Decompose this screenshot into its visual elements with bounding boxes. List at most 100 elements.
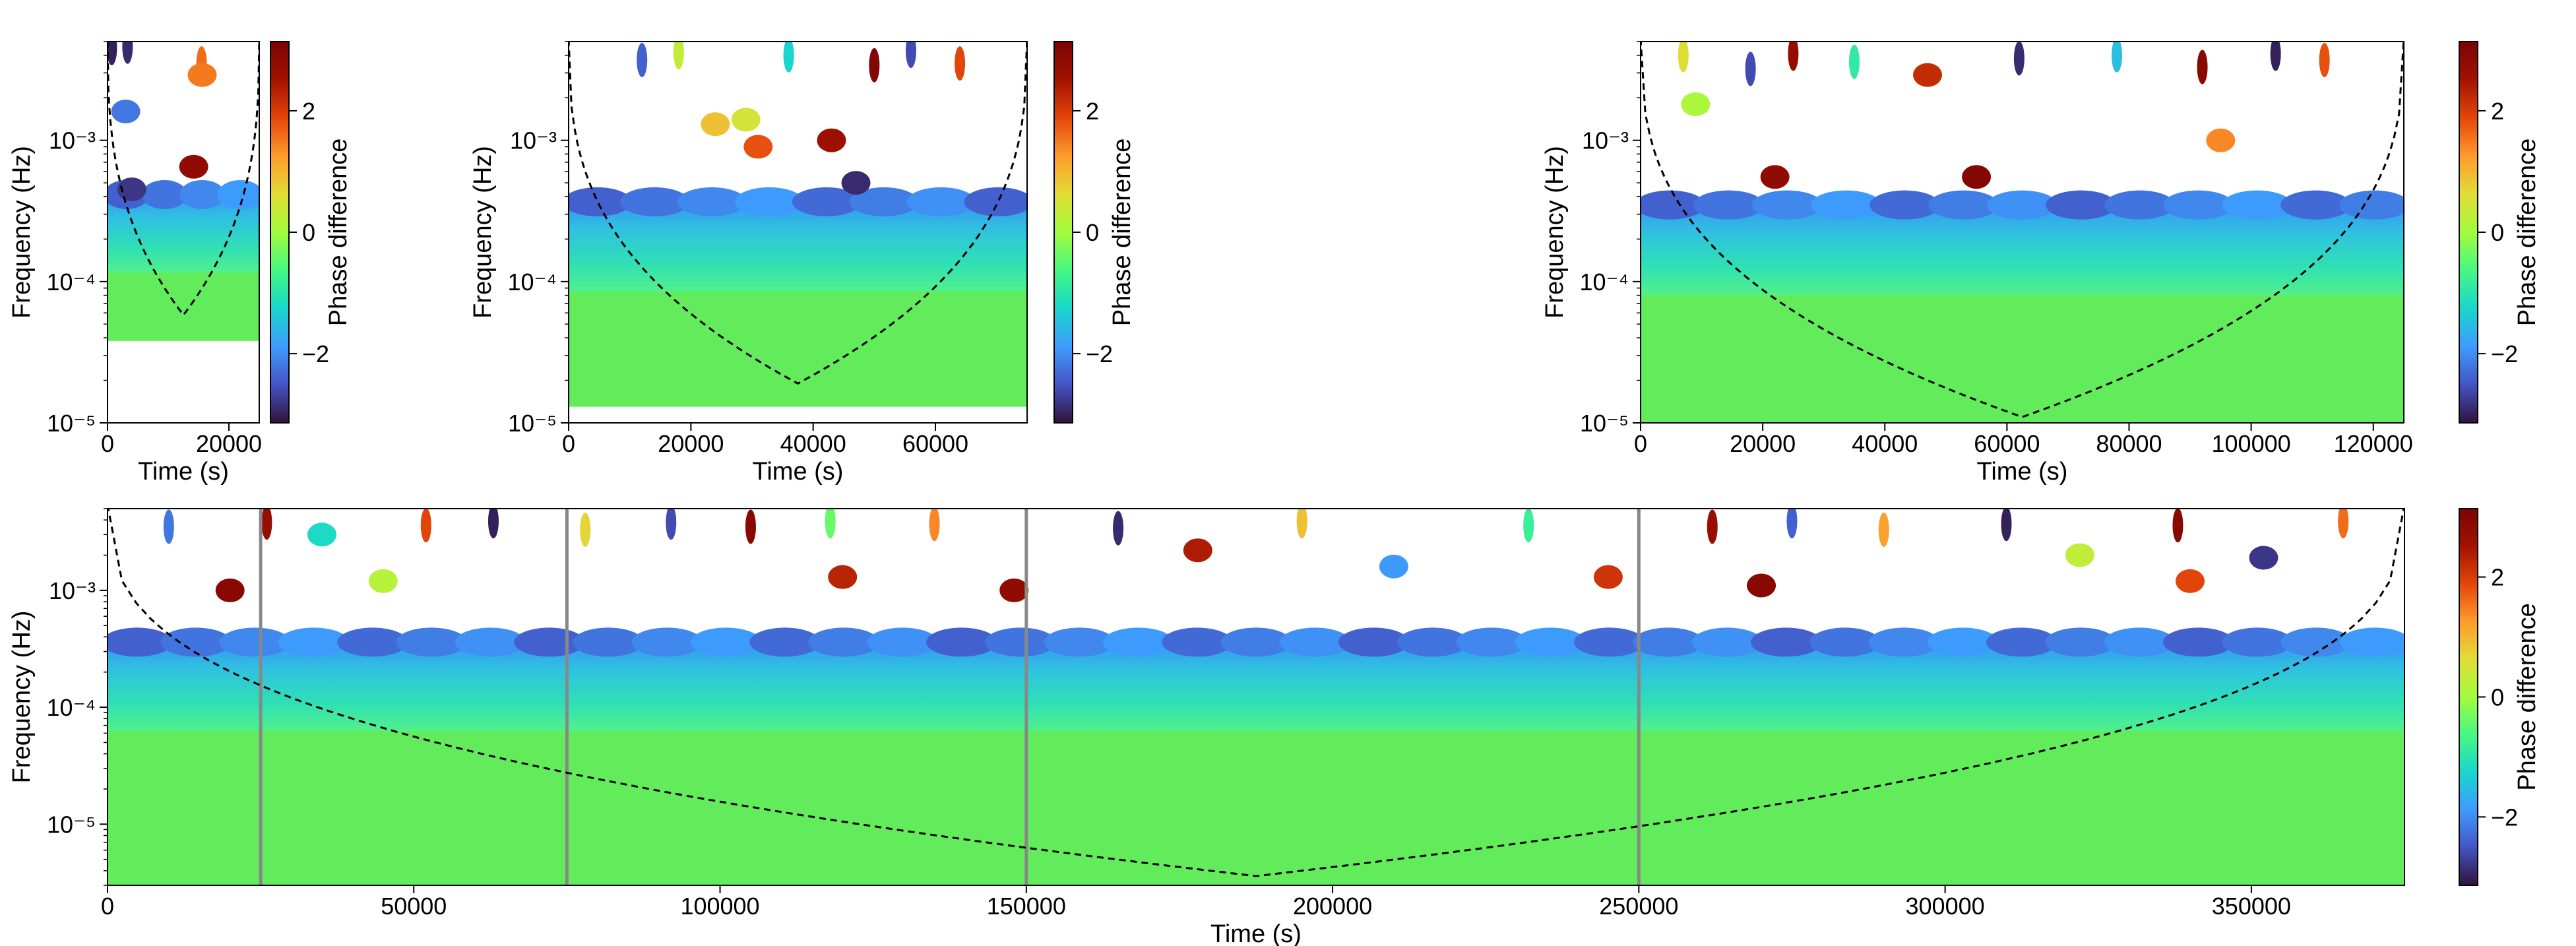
band-cap — [1752, 190, 1823, 220]
x-tick-label: 0 — [562, 430, 575, 457]
phase-blob — [307, 522, 336, 547]
x-tick-label: 250000 — [1599, 893, 1678, 920]
x-tick-label: 20000 — [196, 430, 262, 457]
phase-blob — [2319, 43, 2330, 78]
phase-blob — [163, 509, 174, 544]
band-cap — [455, 627, 526, 657]
band-cap — [1868, 627, 1939, 657]
colorbar-label: Phase difference — [2513, 139, 2541, 327]
colorbar-tick-label: 0 — [1086, 219, 1099, 246]
band-cap — [2339, 627, 2404, 657]
y-tick-label: 10⁻⁴ — [1579, 268, 1629, 296]
panel-1: 0 20000 10⁻⁵ 10⁻⁴ 10⁻³ Time (s) Frequency (Hz)… — [8, 41, 352, 486]
panel-3: 0 20000 40000 60000 80000 100000 120000 10⁻⁵ 10⁻… — [1541, 41, 2541, 486]
phase-blob — [187, 63, 217, 87]
band-cap — [1574, 627, 1645, 657]
x-tick-label: 0 — [101, 430, 114, 457]
band-cap — [2046, 190, 2116, 220]
band-cap — [2163, 190, 2234, 220]
phase-blob — [1296, 509, 1307, 539]
band-cap — [1515, 627, 1586, 657]
phase-blob — [1681, 92, 1711, 117]
x-tick-label: 350000 — [2212, 893, 2291, 920]
phase-blob — [2270, 42, 2281, 71]
band-cap — [1691, 627, 1763, 657]
x-tick-label: 100000 — [2212, 430, 2291, 457]
phase-blob — [999, 578, 1029, 602]
band-cap — [964, 187, 1027, 216]
colorbar-tick-label: 2 — [2491, 98, 2504, 125]
colorbar-tick-label: 2 — [2491, 564, 2504, 591]
phase-blob — [701, 112, 730, 137]
y-tick-label: 10⁻³ — [1582, 127, 1629, 154]
band-cap — [2222, 190, 2292, 220]
phase-blob — [1183, 538, 1212, 563]
band-cap — [141, 179, 187, 209]
x-tick-label: 40000 — [780, 430, 846, 457]
phase-blob — [828, 565, 858, 589]
colorbar-tick-label: 0 — [2491, 684, 2504, 711]
phase-blob — [2172, 509, 2183, 543]
band-cap — [1811, 190, 1881, 220]
x-tick-label: 40000 — [1852, 430, 1918, 457]
y-tick-label: 10⁻⁵ — [47, 410, 96, 437]
colorbar: −2 0 2 Phase difference — [2459, 41, 2541, 424]
phase-blob — [1962, 165, 1992, 189]
x-tick-label: 0 — [101, 893, 114, 920]
phase-blob — [117, 177, 146, 201]
band-cap — [1928, 190, 1999, 220]
phase-blob — [817, 128, 846, 152]
phase-blob — [215, 578, 245, 602]
y-axis-label: Frequency (Hz) — [469, 146, 497, 319]
phase-blob — [368, 569, 398, 593]
band-cap — [734, 187, 804, 216]
band-cap — [278, 627, 350, 657]
x-tick-label: 80000 — [2096, 430, 2162, 457]
phase-blob — [1379, 554, 1408, 579]
band-cap — [849, 187, 918, 216]
band-cap — [1397, 627, 1468, 657]
colorbar-tick-label: −2 — [2491, 804, 2518, 831]
cone-of-influence-line — [569, 42, 1027, 385]
band-cap — [906, 187, 976, 216]
band-cap — [1279, 627, 1350, 657]
phase-blob — [108, 42, 117, 65]
x-tick-label: 20000 — [658, 430, 724, 457]
phase-blob — [2065, 543, 2094, 567]
band-cap — [569, 187, 632, 216]
y-tick-label: 10⁻⁴ — [46, 694, 96, 721]
phase-blob — [1786, 509, 1798, 539]
band-cap — [2280, 627, 2352, 657]
colorbar-tick-label: 2 — [1086, 98, 1099, 125]
phase-blob — [905, 42, 916, 69]
band-cap — [677, 187, 747, 216]
phase-blob — [2176, 569, 2205, 593]
phase-blob — [2111, 42, 2122, 73]
colorbar: −2 0 2 Phase difference — [1053, 41, 1136, 424]
phase-blob — [745, 509, 756, 544]
phase-blob — [580, 512, 591, 547]
y-tick-label: 10⁻³ — [49, 577, 96, 604]
band-cap — [1633, 627, 1704, 657]
x-axis-label: Time (s) — [753, 458, 844, 486]
phase-blob — [825, 509, 836, 539]
phase-blob — [637, 43, 648, 78]
band-cap — [2339, 190, 2404, 220]
plot-area — [1641, 42, 2404, 423]
phase-blob — [783, 42, 794, 73]
phase-blob — [1707, 509, 1718, 544]
phase-blob — [731, 108, 761, 132]
y-axis-label: Frequency (Hz) — [8, 611, 36, 784]
band-cap — [792, 187, 862, 216]
plot-area — [569, 42, 1027, 407]
phase-blob — [1760, 165, 1790, 189]
band-cap — [337, 627, 408, 657]
colorbar-gradient — [1053, 41, 1073, 424]
phase-blob — [1113, 511, 1124, 546]
x-tick-label: 120000 — [2334, 430, 2413, 457]
plot-frame — [107, 41, 260, 424]
x-axis-label: Time (s) — [138, 458, 229, 486]
plot-area — [108, 509, 2404, 885]
